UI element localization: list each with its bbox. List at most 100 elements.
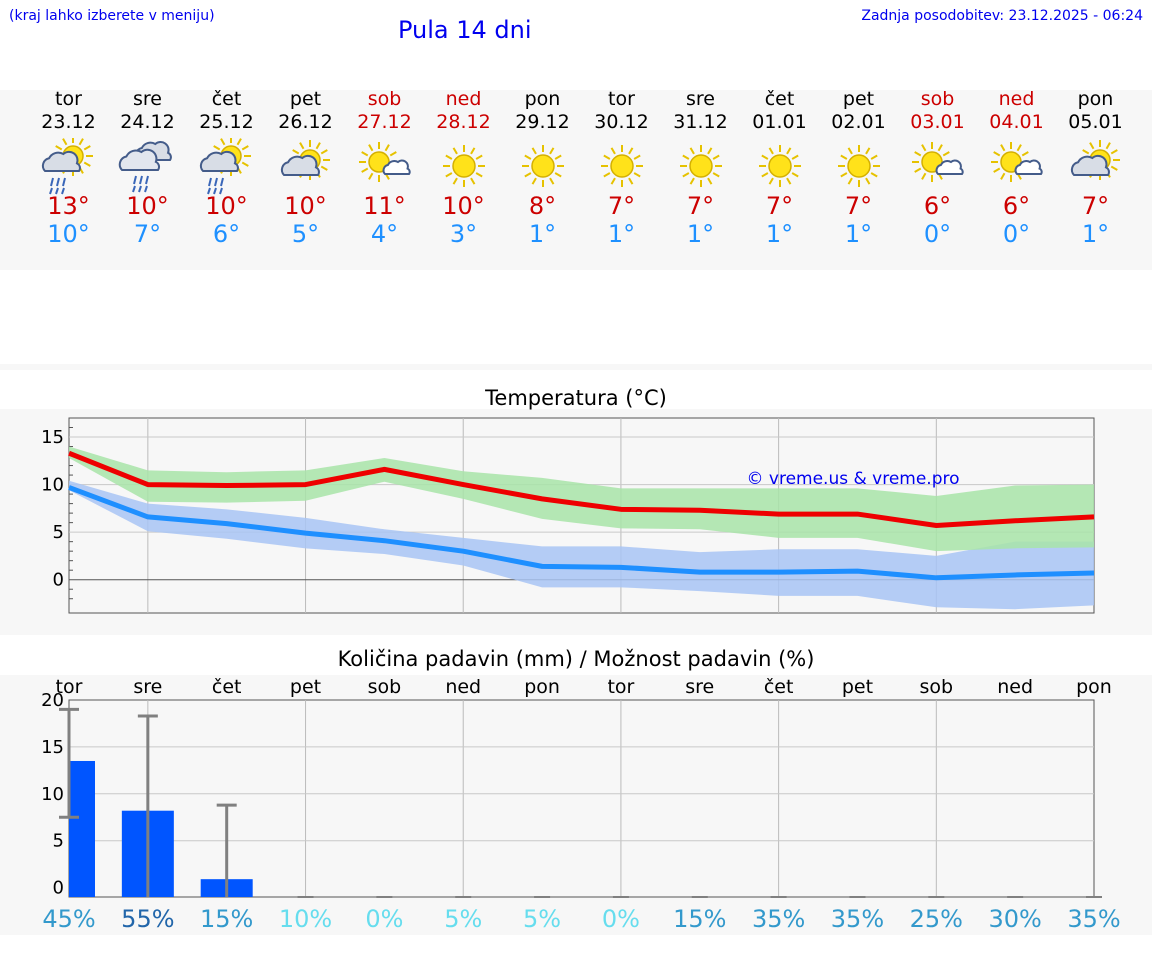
sun-small-cloud-icon <box>358 142 411 182</box>
sun-cloud-rain-icon <box>41 138 93 195</box>
precip-probability: 5% <box>523 905 561 933</box>
day-name: sob <box>920 88 955 110</box>
min-temp: 1° <box>528 220 557 248</box>
max-temp: 10° <box>442 192 485 220</box>
max-temp: 10° <box>205 192 248 220</box>
x-tick-label: pon <box>524 676 560 698</box>
day-name: tor <box>608 88 635 110</box>
min-temp: 1° <box>607 220 636 248</box>
day-column: sre 31.12 7° 1° <box>661 88 740 248</box>
x-tick-label: sob <box>920 676 954 698</box>
x-tick-label: sob <box>368 676 402 698</box>
precip-probability: 5% <box>444 905 482 933</box>
min-temp: 3° <box>449 220 478 248</box>
sun-icon <box>758 145 801 187</box>
day-name: ned <box>998 88 1035 110</box>
min-temp: 1° <box>765 220 794 248</box>
y-tick-label: 15 <box>41 427 64 448</box>
location-hint: (kraj lahko izberete v meniju) <box>9 8 215 24</box>
precip-probability: 35% <box>831 905 884 933</box>
x-tick-label: sre <box>133 676 162 698</box>
sun-icon <box>442 145 485 187</box>
min-temp: 1° <box>1081 220 1110 248</box>
last-update: Zadnja posodobitev: 23.12.2025 - 06:24 <box>861 8 1143 24</box>
max-temp: 7° <box>844 192 873 220</box>
day-date: 29.12 <box>515 111 570 133</box>
precip-probability: 15% <box>200 905 253 933</box>
max-temp: 6° <box>923 192 952 220</box>
x-tick-label: ned <box>997 676 1033 698</box>
day-date: 02.01 <box>831 111 886 133</box>
day-name: sre <box>686 88 715 110</box>
day-column: sre 24.12 10° 7° <box>108 88 187 248</box>
max-temp-line <box>68 450 1095 528</box>
precip-probability: 0% <box>365 905 403 933</box>
min-temp-band <box>69 480 1094 610</box>
day-name: ned <box>445 88 482 110</box>
day-date: 30.12 <box>594 111 649 133</box>
day-column: tor 23.12 13° 10° <box>29 88 108 248</box>
max-temp-band <box>69 446 1094 552</box>
day-date: 26.12 <box>278 111 333 133</box>
day-date: 04.01 <box>989 111 1044 133</box>
x-tick-label: tor <box>607 676 634 698</box>
day-name: čet <box>764 88 795 110</box>
x-tick-label: sre <box>685 676 714 698</box>
precip-chart-title: Količina padavin (mm) / Možnost padavin … <box>337 647 815 671</box>
day-column: pet 02.01 7° 1° <box>819 88 898 248</box>
day-column: pon 29.12 8° 1° <box>503 88 582 248</box>
precip-probability: 10% <box>279 905 332 933</box>
x-tick-label: pet <box>842 676 873 698</box>
max-temp: 10° <box>284 192 327 220</box>
day-column: sob 27.12 11° 4° <box>345 88 424 248</box>
precip-bar <box>69 760 95 897</box>
x-tick-label: čet <box>764 676 794 698</box>
y-tick-label: 5 <box>53 831 64 852</box>
y-tick-label: 10 <box>41 475 64 496</box>
sun-icon <box>679 145 722 187</box>
x-tick-label: pon <box>1076 676 1112 698</box>
page-title: Pula 14 dni <box>398 16 532 44</box>
max-temp: 13° <box>47 192 90 220</box>
min-temp: 6° <box>212 220 241 248</box>
precip-probability: 55% <box>121 905 174 933</box>
min-temp: 7° <box>133 220 162 248</box>
day-date: 23.12 <box>41 111 96 133</box>
day-name: pon <box>1077 88 1114 110</box>
day-date: 24.12 <box>120 111 175 133</box>
precip-probability: 0% <box>602 905 640 933</box>
y-tick-label: 0 <box>53 570 64 591</box>
min-temp: 5° <box>291 220 320 248</box>
max-temp: 7° <box>1081 192 1110 220</box>
min-temp: 0° <box>923 220 952 248</box>
day-name: čet <box>211 88 242 110</box>
y-tick-label: 20 <box>41 690 64 711</box>
day-column: čet 01.01 7° 1° <box>740 88 819 248</box>
min-temp: 0° <box>1002 220 1031 248</box>
x-tick-label: ned <box>445 676 481 698</box>
sun-icon <box>600 145 643 187</box>
day-column: sob 03.01 6° 0° <box>898 88 977 248</box>
precip-probability: 30% <box>988 905 1041 933</box>
day-column: tor 30.12 7° 1° <box>582 88 661 248</box>
y-tick-label: 10 <box>41 784 64 805</box>
day-name: sob <box>367 88 402 110</box>
max-temp: 10° <box>126 192 169 220</box>
day-date: 25.12 <box>199 111 254 133</box>
max-temp: 7° <box>765 192 794 220</box>
x-tick-label: čet <box>212 676 242 698</box>
max-temp: 8° <box>528 192 557 220</box>
day-column: čet 25.12 10° 6° <box>187 88 266 248</box>
forecast-strip <box>0 90 1152 270</box>
day-column: ned 28.12 10° 3° <box>424 88 503 248</box>
x-tick-label: tor <box>56 676 83 698</box>
cloud-rain-icon <box>118 141 172 193</box>
day-date: 01.01 <box>752 111 807 133</box>
day-name: pon <box>524 88 561 110</box>
precip-probability: 15% <box>673 905 726 933</box>
day-column: ned 04.01 6° 0° <box>977 88 1056 248</box>
sun-cloud-rain-icon <box>199 138 251 195</box>
min-temp: 4° <box>370 220 399 248</box>
max-temp: 7° <box>607 192 636 220</box>
